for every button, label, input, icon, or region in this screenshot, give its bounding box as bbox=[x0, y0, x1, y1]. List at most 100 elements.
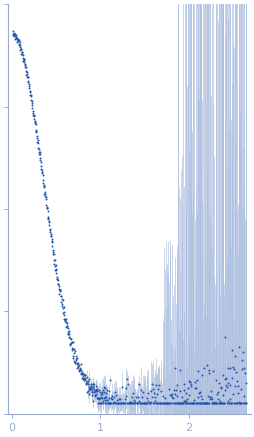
Point bbox=[196, 368, 200, 375]
Point bbox=[41, 177, 45, 184]
Point bbox=[163, 399, 167, 406]
Point bbox=[106, 399, 110, 406]
Point bbox=[94, 395, 99, 402]
Point bbox=[33, 119, 37, 126]
Point bbox=[135, 399, 139, 406]
Point bbox=[146, 399, 150, 406]
Point bbox=[37, 149, 41, 156]
Point bbox=[212, 399, 216, 406]
Point bbox=[85, 389, 89, 396]
Point bbox=[212, 399, 216, 406]
Point bbox=[104, 389, 108, 396]
Point bbox=[194, 376, 198, 383]
Point bbox=[91, 397, 95, 404]
Point bbox=[91, 383, 95, 390]
Point bbox=[149, 393, 153, 400]
Point bbox=[141, 399, 145, 406]
Point bbox=[135, 393, 139, 400]
Point bbox=[97, 399, 101, 406]
Point bbox=[107, 399, 111, 406]
Point bbox=[67, 333, 71, 340]
Point bbox=[119, 384, 123, 391]
Point bbox=[206, 369, 210, 376]
Point bbox=[83, 379, 87, 386]
Point bbox=[24, 71, 28, 78]
Point bbox=[241, 392, 245, 399]
Point bbox=[218, 385, 223, 392]
Point bbox=[48, 229, 52, 236]
Point bbox=[95, 388, 99, 395]
Point bbox=[204, 362, 208, 369]
Point bbox=[39, 159, 43, 166]
Point bbox=[34, 126, 38, 133]
Point bbox=[122, 399, 126, 406]
Point bbox=[50, 238, 54, 245]
Point bbox=[38, 157, 42, 164]
Point bbox=[95, 386, 99, 393]
Point bbox=[44, 203, 49, 210]
Point bbox=[97, 399, 101, 406]
Point bbox=[186, 377, 190, 384]
Point bbox=[172, 399, 176, 406]
Point bbox=[71, 346, 75, 353]
Point bbox=[237, 399, 241, 406]
Point bbox=[178, 367, 182, 374]
Point bbox=[113, 389, 117, 396]
Point bbox=[73, 356, 77, 363]
Point bbox=[52, 250, 56, 257]
Point bbox=[118, 399, 122, 406]
Point bbox=[225, 379, 229, 386]
Point bbox=[160, 399, 164, 406]
Point bbox=[215, 395, 219, 402]
Point bbox=[116, 396, 120, 403]
Point bbox=[227, 381, 231, 388]
Point bbox=[64, 316, 68, 323]
Point bbox=[25, 68, 29, 75]
Point bbox=[232, 399, 236, 406]
Point bbox=[242, 399, 246, 406]
Point bbox=[186, 399, 190, 406]
Point bbox=[224, 383, 228, 390]
Point bbox=[178, 399, 182, 406]
Point bbox=[85, 374, 89, 381]
Point bbox=[133, 394, 137, 401]
Point bbox=[55, 275, 59, 282]
Point bbox=[233, 368, 237, 375]
Point bbox=[188, 399, 192, 406]
Point bbox=[62, 312, 66, 319]
Point bbox=[95, 395, 99, 402]
Point bbox=[86, 387, 90, 394]
Point bbox=[35, 132, 39, 139]
Point bbox=[229, 399, 233, 406]
Point bbox=[22, 55, 26, 62]
Point bbox=[214, 399, 218, 406]
Point bbox=[216, 399, 220, 406]
Point bbox=[73, 359, 77, 366]
Point bbox=[221, 399, 225, 406]
Point bbox=[60, 303, 64, 310]
Point bbox=[225, 364, 229, 371]
Point bbox=[158, 388, 162, 395]
Point bbox=[168, 391, 172, 398]
Point bbox=[67, 330, 71, 337]
Point bbox=[203, 399, 208, 406]
Point bbox=[134, 399, 138, 406]
Point bbox=[52, 256, 56, 263]
Point bbox=[53, 263, 57, 270]
Point bbox=[125, 375, 129, 382]
Point bbox=[166, 399, 170, 406]
Point bbox=[199, 371, 203, 378]
Point bbox=[207, 393, 211, 400]
Point bbox=[110, 399, 114, 406]
Point bbox=[108, 395, 113, 402]
Point bbox=[185, 384, 189, 391]
Point bbox=[202, 399, 206, 406]
Point bbox=[131, 399, 135, 406]
Point bbox=[230, 364, 234, 371]
Point bbox=[205, 399, 209, 406]
Point bbox=[205, 392, 210, 399]
Point bbox=[40, 172, 44, 179]
Point bbox=[143, 399, 147, 406]
Point bbox=[225, 397, 229, 404]
Point bbox=[20, 49, 24, 55]
